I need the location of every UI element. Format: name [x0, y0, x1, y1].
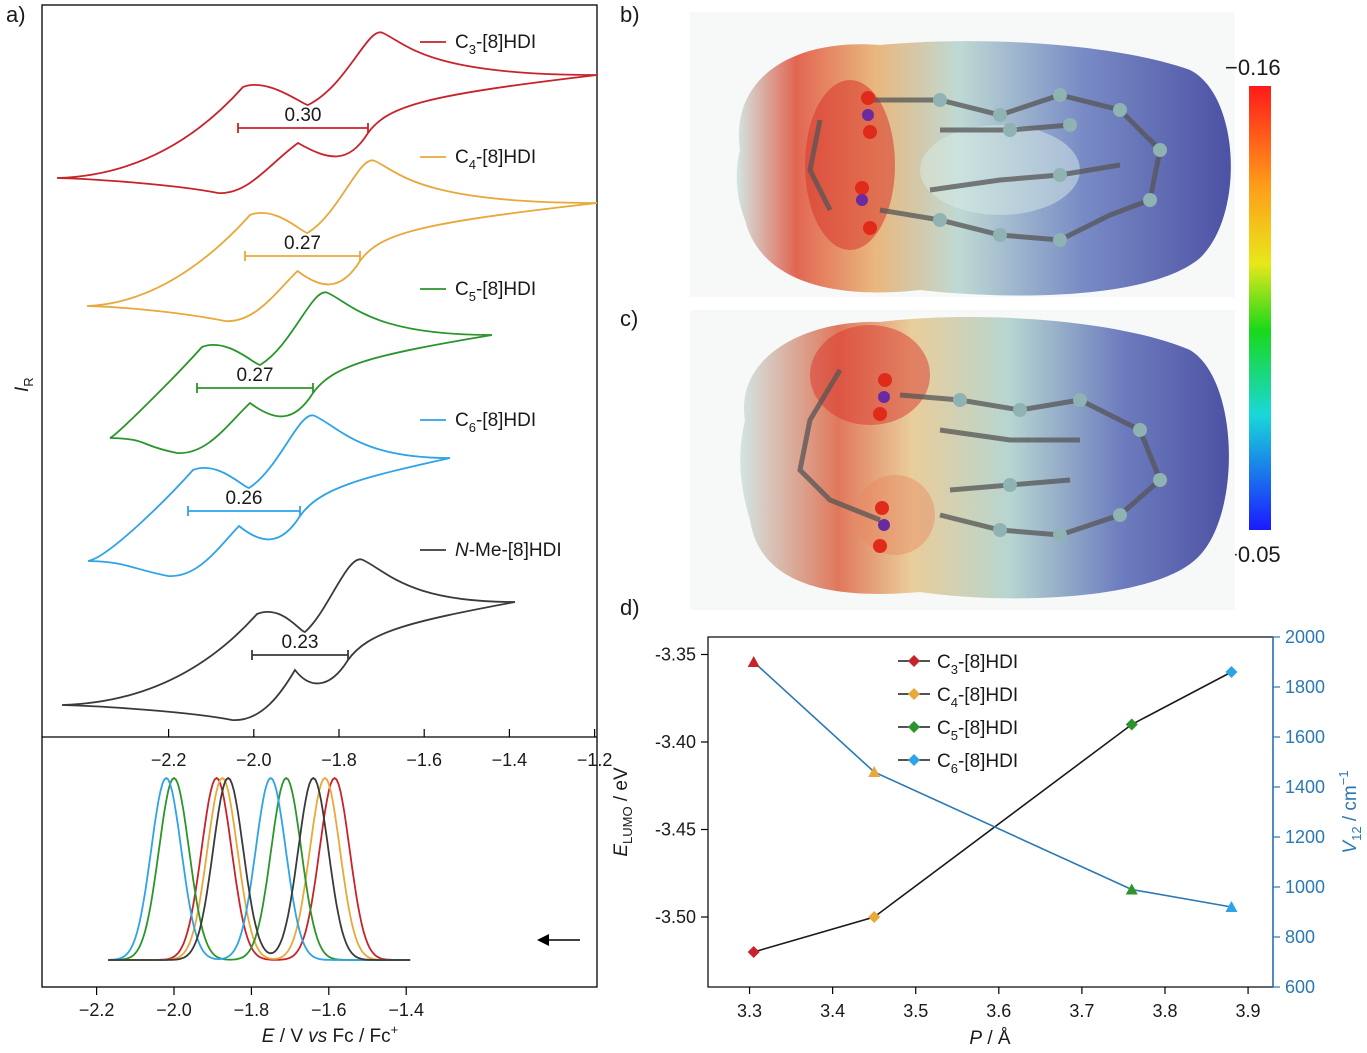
cv-frame	[41, 4, 598, 988]
cv-curves: 0.30 C3-[8]HDI 0.27 C4-[8]HDI 0.27 C5-[8]HDI 0…	[56, 31, 598, 721]
dpv-arrow	[537, 934, 580, 946]
cv-bottom-tick-label: −2.0	[156, 1000, 192, 1020]
cv-legend-label-nme: N-Me-[8]HDI	[455, 540, 562, 561]
panel-label-a: a)	[6, 2, 26, 27]
d-point-V_12	[1225, 901, 1238, 912]
cv-bottom-tick-label: −2.2	[79, 1000, 115, 1020]
plot-d-axes: 3.3 3.4 3.5 3.6 3.7 3.8 3.9 -3.35 -3.40 -3.45 -3.5…	[655, 627, 1325, 1021]
cv-top-tick-label: −2.2	[151, 750, 187, 770]
d-legend-marker	[908, 721, 920, 733]
d-xtick-label: 3.5	[903, 1001, 928, 1021]
d-ytick-label: -3.40	[655, 732, 696, 752]
d-point-V_12	[1125, 883, 1138, 895]
d-point-E_LUMO	[1125, 718, 1138, 731]
dpv-curve-c3	[108, 776, 411, 961]
esp-surface-b	[690, 12, 1235, 297]
panel-label-b: b)	[620, 2, 640, 27]
d-xtick-label: 3.7	[1069, 1001, 1094, 1021]
cv-gap-label: 0.30	[285, 105, 322, 126]
panel-label-c: c)	[620, 306, 638, 331]
d-point-V_12	[868, 766, 881, 777]
cv-curve-c6	[87, 414, 451, 577]
cv-top-tick-label: −1.2	[577, 750, 613, 770]
d-line-E_LUMO	[753, 671, 1232, 953]
d-left-ylabel: ELUMO / eV	[611, 767, 635, 857]
d-legend-marker	[908, 688, 920, 700]
cv-top-tick-label: −2.0	[236, 750, 272, 770]
d-y2tick-label: 600	[1285, 977, 1315, 997]
d-y2tick-label: 800	[1285, 927, 1315, 947]
cv-curve-c5	[109, 291, 493, 454]
cv-curve-c3	[56, 31, 598, 194]
d-xlabel: P / Å	[969, 1028, 1011, 1049]
cv-gap-label: 0.27	[284, 233, 321, 254]
cv-top-tick-label: −1.4	[492, 750, 528, 770]
d-point-E_LUMO	[868, 911, 881, 923]
d-ytick-label: -3.45	[655, 820, 696, 840]
d-legend-marker	[908, 754, 920, 766]
d-point-E_LUMO	[747, 946, 760, 958]
cv-xlabel: E / V vs Fc / Fc+	[262, 1022, 398, 1047]
d-ytick-label: -3.35	[655, 645, 696, 665]
d-legend-marker	[908, 655, 920, 667]
cv-ylabel: IR	[12, 377, 36, 392]
plot-d-lines	[747, 656, 1238, 958]
cv-legend-label-c3: C3-[8]HDI	[455, 32, 536, 57]
esp-colorbar	[1249, 86, 1271, 530]
cv-bottom-tick-label: −1.6	[311, 1000, 347, 1020]
cv-bottom-tick-label: −1.4	[388, 1000, 424, 1020]
cv-legend-label-c6: C6-[8]HDI	[455, 410, 536, 435]
cv-curve-nme	[61, 558, 516, 721]
cv-top-tick-label: −1.6	[406, 750, 442, 770]
d-y2tick-label: 2000	[1285, 627, 1325, 647]
cv-curve-c4	[86, 159, 598, 322]
dpv-curve-c6	[108, 776, 411, 961]
d-right-ylabel: V12 / cm−1	[1336, 770, 1364, 853]
plot-d-legend: C3-[8]HDI C4-[8]HDI C5-[8]HDI C6-[8]HDI	[898, 652, 1018, 776]
cv-gap-label: 0.26	[226, 488, 263, 509]
d-y2tick-label: 1000	[1285, 877, 1325, 897]
dpv-curves	[108, 776, 411, 961]
d-point-V_12	[747, 656, 760, 667]
d-legend-label: C4-[8]HDI	[937, 685, 1018, 710]
d-line-V_12	[753, 661, 1232, 908]
cv-bottom-tick-label: −1.8	[234, 1000, 270, 1020]
dpv-curve-nme	[108, 776, 411, 961]
d-y2tick-label: 1800	[1285, 677, 1325, 697]
esp-surface-c	[690, 310, 1235, 610]
d-y2tick-label: 1400	[1285, 777, 1325, 797]
panel-label-d: d)	[620, 595, 640, 620]
cv-top-tick-label: −1.8	[321, 750, 357, 770]
d-legend-label: C5-[8]HDI	[937, 718, 1018, 743]
d-xtick-label: 3.9	[1236, 1001, 1261, 1021]
d-y2tick-label: 1200	[1285, 827, 1325, 847]
cv-bottom-axis: −2.2 −2.0 −1.8 −1.6 −1.4	[79, 987, 424, 1020]
d-y2tick-label: 1600	[1285, 727, 1325, 747]
cv-legend-label-c4: C4-[8]HDI	[455, 147, 536, 172]
cv-gap-label: 0.23	[282, 632, 319, 653]
d-legend-label: C3-[8]HDI	[937, 652, 1018, 677]
d-point-E_LUMO	[1225, 666, 1238, 678]
d-ytick-label: -3.50	[655, 907, 696, 927]
d-xtick-label: 3.8	[1152, 1001, 1177, 1021]
d-legend-label: C6-[8]HDI	[937, 751, 1018, 776]
cv-top-axis: −2.2 −2.0 −1.8 −1.6 −1.4 −1.2	[151, 729, 613, 770]
d-xtick-label: 3.4	[820, 1001, 845, 1021]
d-xtick-label: 3.6	[986, 1001, 1011, 1021]
d-xtick-label: 3.3	[737, 1001, 762, 1021]
cv-legend-label-c5: C5-[8]HDI	[455, 279, 536, 304]
cv-gap-label: 0.27	[237, 365, 274, 386]
colorbar-max-label: −0.16	[1225, 55, 1281, 80]
